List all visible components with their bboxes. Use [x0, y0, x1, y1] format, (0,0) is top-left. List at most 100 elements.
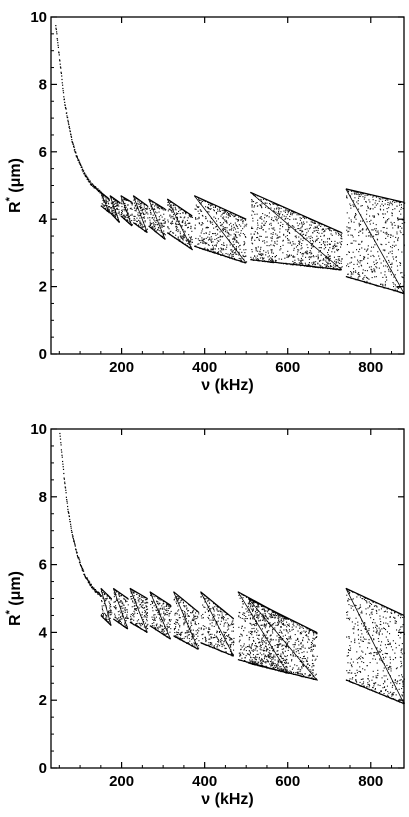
band-point [386, 220, 388, 222]
band-point [277, 617, 279, 619]
band-point [262, 624, 264, 626]
band-point [264, 627, 266, 629]
band-point [110, 599, 112, 601]
band-point [248, 653, 250, 655]
band-point [243, 618, 245, 620]
band-point [242, 594, 244, 596]
band-point [271, 259, 273, 261]
band-point [335, 231, 337, 233]
band-point [271, 658, 273, 660]
bottom-band-2 [112, 587, 129, 630]
band-point [307, 667, 309, 669]
band-point [152, 228, 154, 230]
band-point [286, 669, 288, 671]
band-point [184, 224, 186, 226]
band-point [285, 658, 287, 660]
band-point [172, 218, 174, 220]
band-point [179, 638, 181, 640]
band-point [287, 231, 289, 233]
band-point [212, 249, 214, 251]
band-point [146, 228, 148, 230]
band-point [361, 229, 363, 231]
band-point [138, 599, 140, 601]
band-point [260, 198, 262, 200]
band-point [109, 206, 111, 208]
band-point [349, 203, 351, 205]
band-point [263, 608, 265, 610]
band-point [277, 663, 279, 665]
band-point [266, 648, 268, 650]
band-point [133, 202, 135, 204]
band-point [231, 638, 233, 640]
curve-point [78, 558, 80, 561]
band-point [105, 201, 107, 203]
band-point [265, 614, 267, 616]
band-point [106, 205, 108, 207]
band-point [258, 658, 260, 660]
band-point [283, 644, 285, 646]
band-point [160, 225, 162, 227]
band-point [147, 608, 149, 610]
band-point [280, 246, 282, 248]
curve-point [58, 52, 60, 54]
band-point [274, 613, 276, 615]
band-point [299, 660, 301, 662]
curve-point [64, 106, 67, 109]
band-point [239, 235, 241, 237]
curve-point [57, 42, 59, 44]
band-point [102, 194, 104, 196]
band-point [268, 654, 270, 656]
band-point [177, 636, 179, 638]
band-point [311, 663, 313, 665]
band-point [383, 227, 385, 229]
band-point [258, 634, 260, 636]
band-point [254, 657, 256, 659]
band-point [260, 605, 262, 607]
band-point [337, 264, 339, 266]
band-point [154, 619, 156, 621]
band-point [145, 208, 147, 210]
band-point [286, 235, 288, 237]
band-point [255, 645, 257, 647]
band-point [265, 634, 267, 636]
band-point [111, 212, 113, 214]
band-point [366, 213, 368, 215]
band-point [140, 603, 142, 605]
band-point [319, 264, 321, 266]
band-point [338, 249, 340, 251]
band-point [393, 222, 395, 224]
band-point [355, 218, 357, 220]
band-point [272, 661, 274, 663]
band-point [226, 230, 228, 232]
band-bottom-edge [100, 615, 112, 627]
band-point [111, 207, 113, 209]
curve-point [69, 521, 71, 523]
band-point [160, 607, 162, 609]
band-point [309, 675, 311, 677]
band-point [238, 626, 240, 628]
band-point [169, 612, 171, 614]
curve-point [79, 162, 81, 164]
band-point [346, 229, 348, 231]
band-point [271, 249, 273, 251]
band-point [283, 669, 285, 671]
band-point [257, 236, 259, 238]
band-point [163, 618, 165, 620]
band-point [230, 644, 232, 646]
band-point [220, 225, 222, 227]
band-point [163, 608, 165, 610]
band-point [323, 234, 325, 236]
curve-point [55, 28, 57, 31]
band-point [221, 618, 223, 620]
band-point [261, 663, 263, 665]
band-point [274, 622, 276, 624]
curve-point [61, 454, 63, 456]
band-point [362, 193, 364, 195]
curve-point [90, 584, 92, 586]
band-point [298, 667, 300, 669]
band-point [131, 202, 133, 204]
band-point [125, 216, 127, 218]
curve-point [59, 60, 61, 62]
band-point [359, 248, 361, 250]
band-point [201, 617, 203, 619]
